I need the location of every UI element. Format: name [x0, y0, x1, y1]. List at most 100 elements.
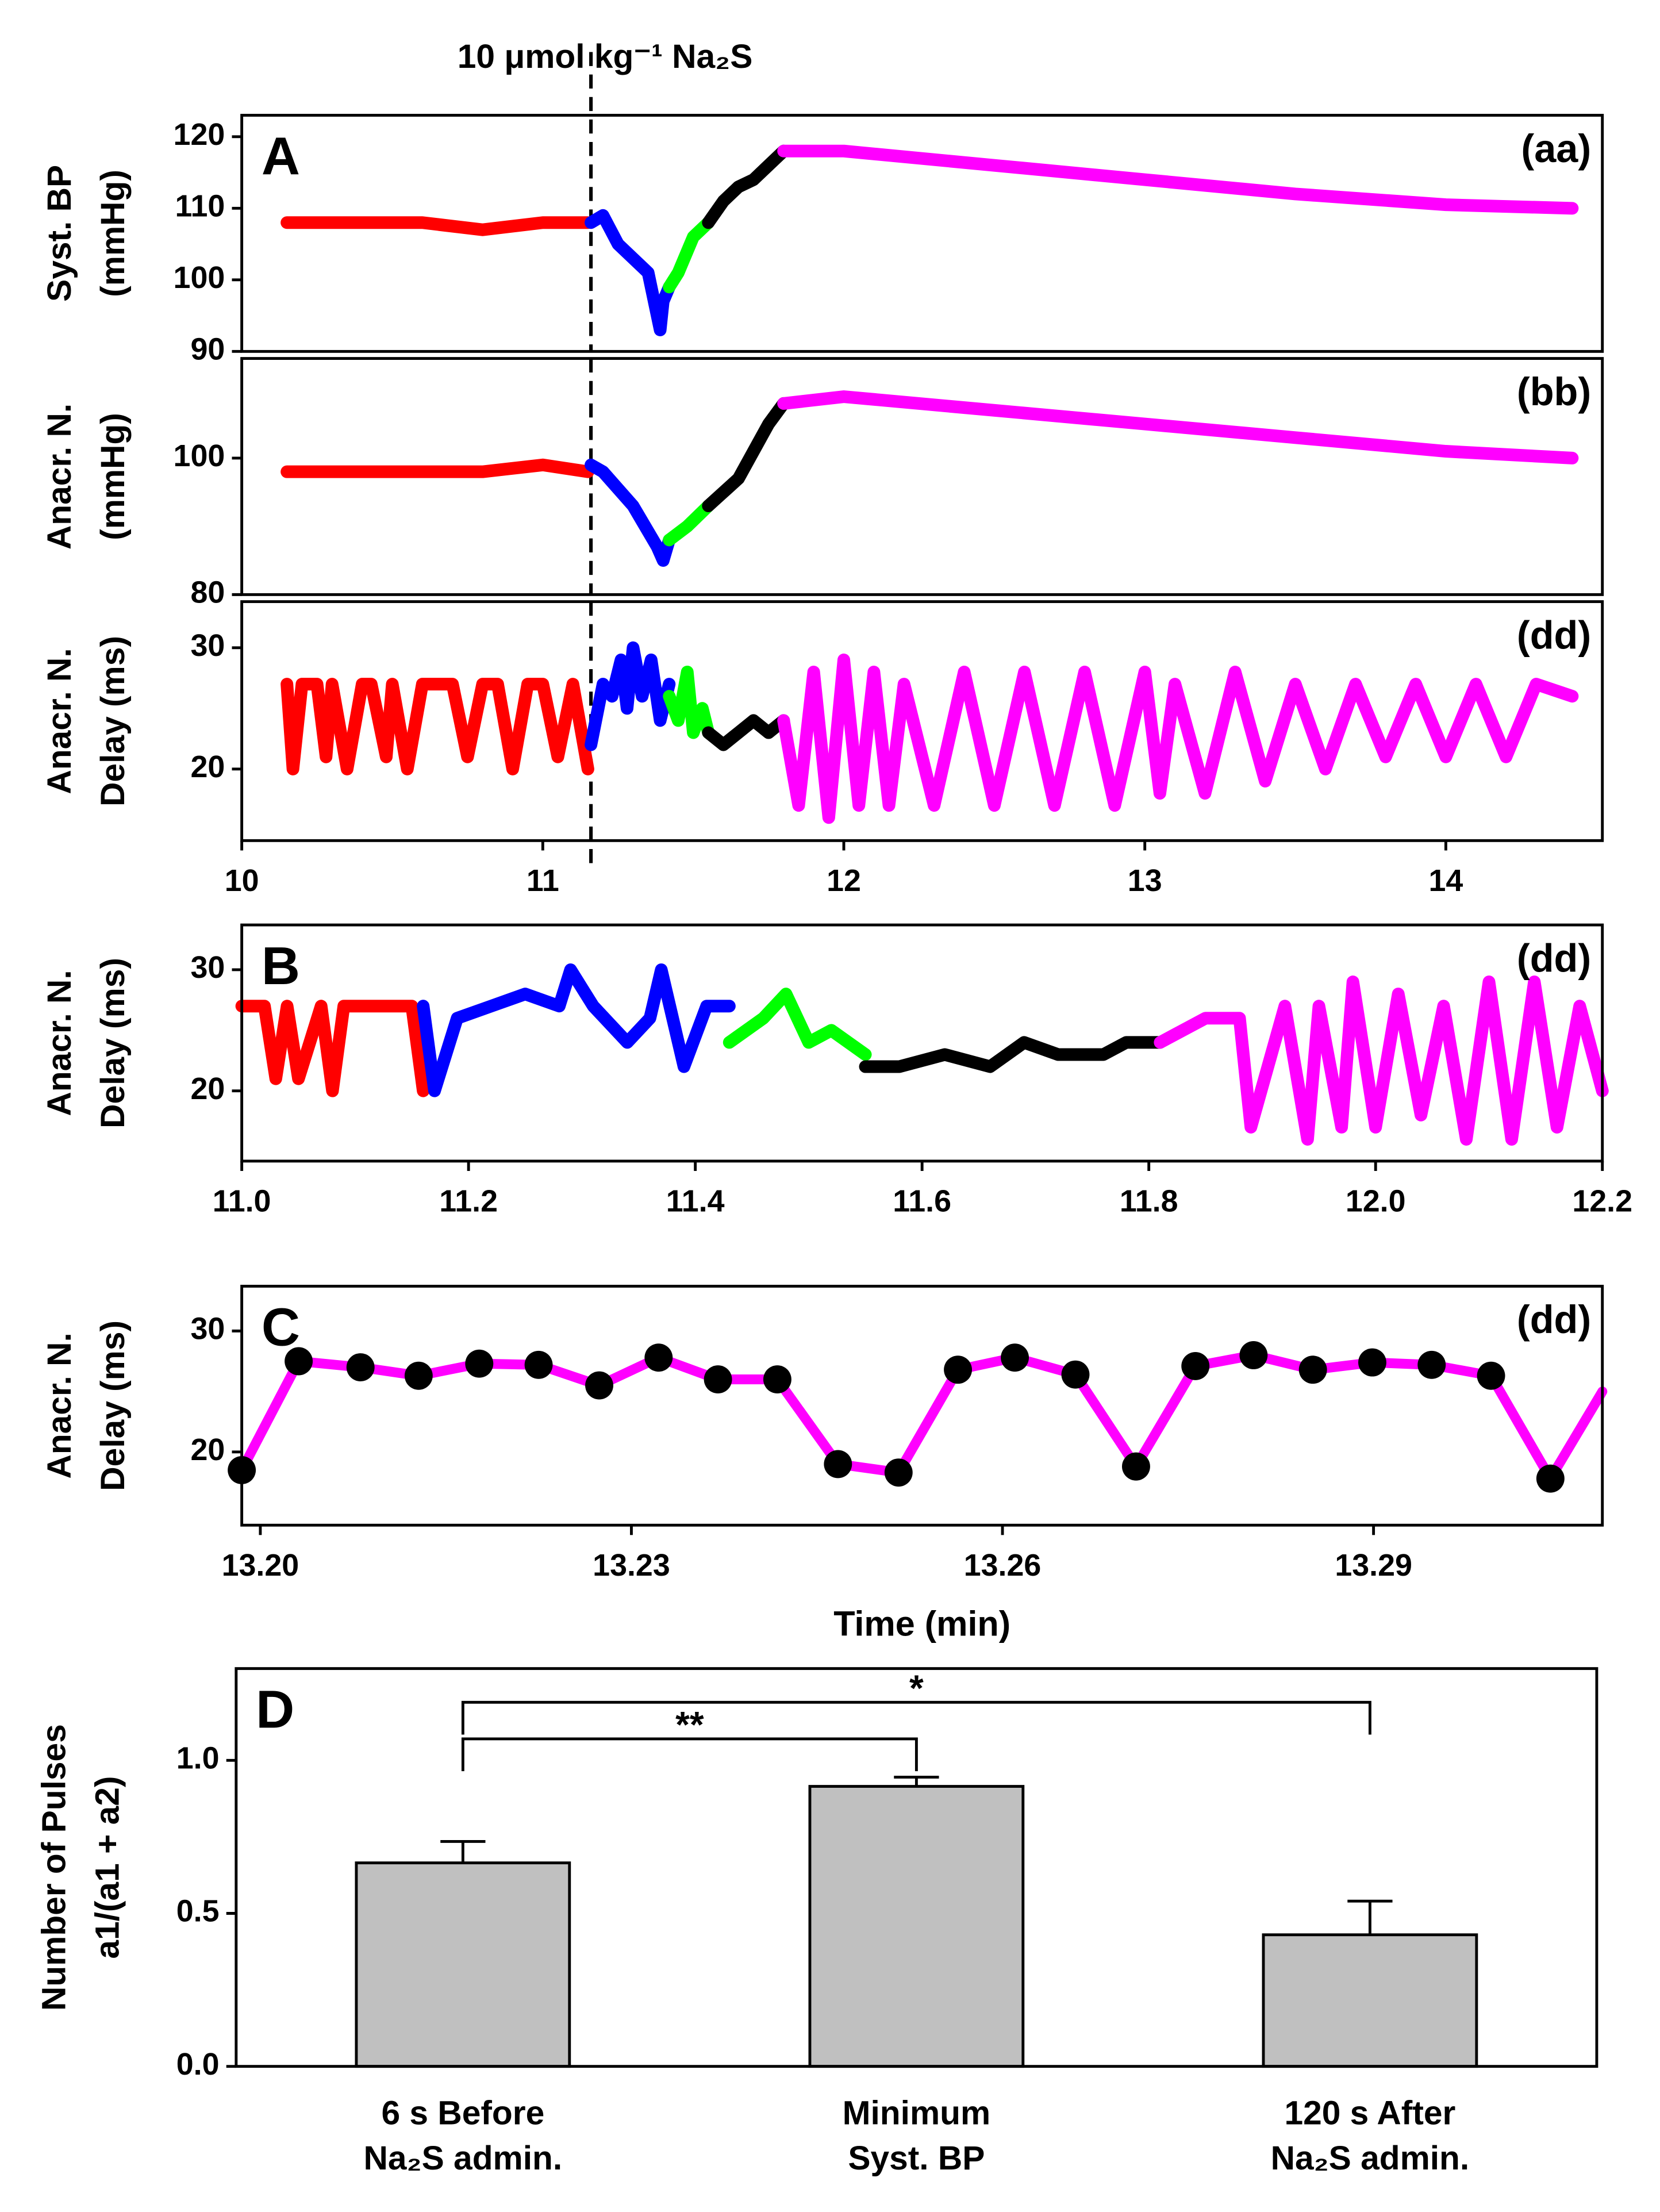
plot-frame: [240, 923, 1604, 1163]
x-tick-label: 13.23: [593, 1548, 670, 1583]
x-tick-label: 6 s Before: [381, 2095, 544, 2132]
plot-frame: [235, 1667, 1598, 2068]
x-axis-label: Time (min): [833, 1604, 1010, 1643]
data-line: [585, 641, 676, 751]
panel-letter: A: [262, 126, 300, 186]
y-axis-label: Delay (ms): [94, 958, 132, 1128]
data-point: [1417, 1350, 1446, 1379]
data-point: [1239, 1341, 1268, 1369]
data-line: [585, 209, 676, 336]
data-line: [280, 458, 594, 478]
y-tick-label: 30: [190, 628, 225, 663]
x-tick-label: Syst. BP: [848, 2140, 985, 2177]
data-line: [585, 458, 676, 567]
y-tick-label: 80: [190, 575, 225, 610]
y-axis-label: Anacr. N.: [41, 970, 78, 1116]
significance-label: **: [675, 1704, 704, 1745]
data-point: [285, 1347, 313, 1376]
panel-tag: (bb): [1517, 370, 1591, 414]
data-line: [777, 144, 1579, 215]
data-line: [702, 397, 790, 513]
data-line: [663, 500, 715, 547]
data-line: [237, 1350, 1608, 1484]
data-point: [1001, 1343, 1029, 1372]
data-line: [702, 714, 790, 751]
data-point: [824, 1450, 852, 1478]
y-tick-label: 30: [190, 1312, 225, 1346]
y-axis-label: (mmHg): [94, 170, 132, 297]
panel-tag: (dd): [1517, 613, 1591, 657]
x-tick-label: 13.29: [1335, 1548, 1412, 1583]
x-tick-label: 14: [1428, 863, 1463, 898]
y-axis-label: Anacr. N.: [41, 648, 78, 794]
plot-frame: [240, 114, 1604, 353]
data-point: [944, 1355, 973, 1384]
data-point: [1181, 1351, 1210, 1380]
panel-letter: B: [262, 936, 300, 996]
x-tick-label: 12.2: [1572, 1184, 1632, 1218]
data-line: [235, 1000, 430, 1097]
plot-frame: [240, 357, 1604, 596]
significance-bracket: [461, 1737, 918, 1772]
data-point: [1536, 1464, 1565, 1493]
data-line: [777, 653, 1579, 824]
data-point: [884, 1458, 913, 1487]
bar: [808, 1785, 1025, 2068]
y-tick-label: 1.0: [176, 1741, 220, 1776]
data-point: [1061, 1360, 1090, 1389]
plot-frame: [240, 1285, 1604, 1527]
y-tick-label: 100: [174, 260, 225, 295]
x-tick-label: Na₂S admin.: [1271, 2140, 1470, 2177]
x-tick-label: 11: [527, 863, 559, 898]
x-tick-label: 11.2: [439, 1184, 498, 1218]
y-tick-label: 120: [174, 117, 225, 152]
bar: [355, 1861, 571, 2068]
y-tick-label: 110: [175, 189, 225, 224]
data-line: [777, 390, 1579, 464]
data-line: [723, 988, 872, 1061]
data-line: [280, 216, 594, 236]
data-point: [763, 1365, 791, 1394]
y-tick-label: 20: [190, 1433, 225, 1467]
x-tick-label: 12.0: [1346, 1184, 1406, 1218]
data-point: [644, 1343, 673, 1372]
data-point: [1298, 1355, 1327, 1384]
bar: [1262, 1933, 1478, 2068]
x-tick-label: 13: [1128, 863, 1162, 898]
y-tick-label: 20: [190, 750, 225, 784]
x-tick-label: Minimum: [843, 2095, 991, 2132]
data-line: [417, 963, 736, 1097]
y-axis-label: Delay (ms): [94, 636, 132, 807]
x-tick-label: 120 s After: [1284, 2095, 1455, 2132]
panel-tag: (dd): [1517, 1297, 1591, 1342]
panel-letter: C: [262, 1297, 300, 1357]
x-tick-label: 13.26: [964, 1548, 1042, 1583]
data-line: [663, 665, 715, 739]
significance-bracket: [461, 1700, 1371, 1735]
x-tick-label: 11.0: [213, 1184, 271, 1218]
y-tick-label: 0.0: [176, 2047, 220, 2082]
y-axis-label: Anacr. N.: [41, 404, 78, 550]
significance-label: *: [909, 1668, 924, 1709]
y-tick-label: 20: [190, 1072, 225, 1106]
data-point: [1477, 1361, 1505, 1390]
data-point: [404, 1361, 433, 1390]
y-tick-label: 0.5: [176, 1894, 220, 1929]
y-axis-label: a1/(a1 + a2): [89, 1776, 126, 1959]
data-line: [663, 216, 715, 294]
x-tick-label: 11.4: [666, 1184, 725, 1218]
panel-tag: (dd): [1517, 936, 1591, 981]
y-axis-label: Delay (ms): [94, 1320, 132, 1491]
data-point: [465, 1349, 494, 1378]
x-tick-label: 13.20: [222, 1548, 299, 1583]
data-point: [585, 1371, 613, 1400]
data-point: [524, 1350, 553, 1379]
y-axis-label: Number of Pulses: [35, 1724, 72, 2011]
plot-frame: [240, 600, 1604, 842]
panel-tag: (aa): [1521, 126, 1591, 171]
y-axis-label: Syst. BP: [41, 165, 78, 302]
data-line: [1154, 976, 1609, 1146]
data-point: [1121, 1452, 1150, 1481]
